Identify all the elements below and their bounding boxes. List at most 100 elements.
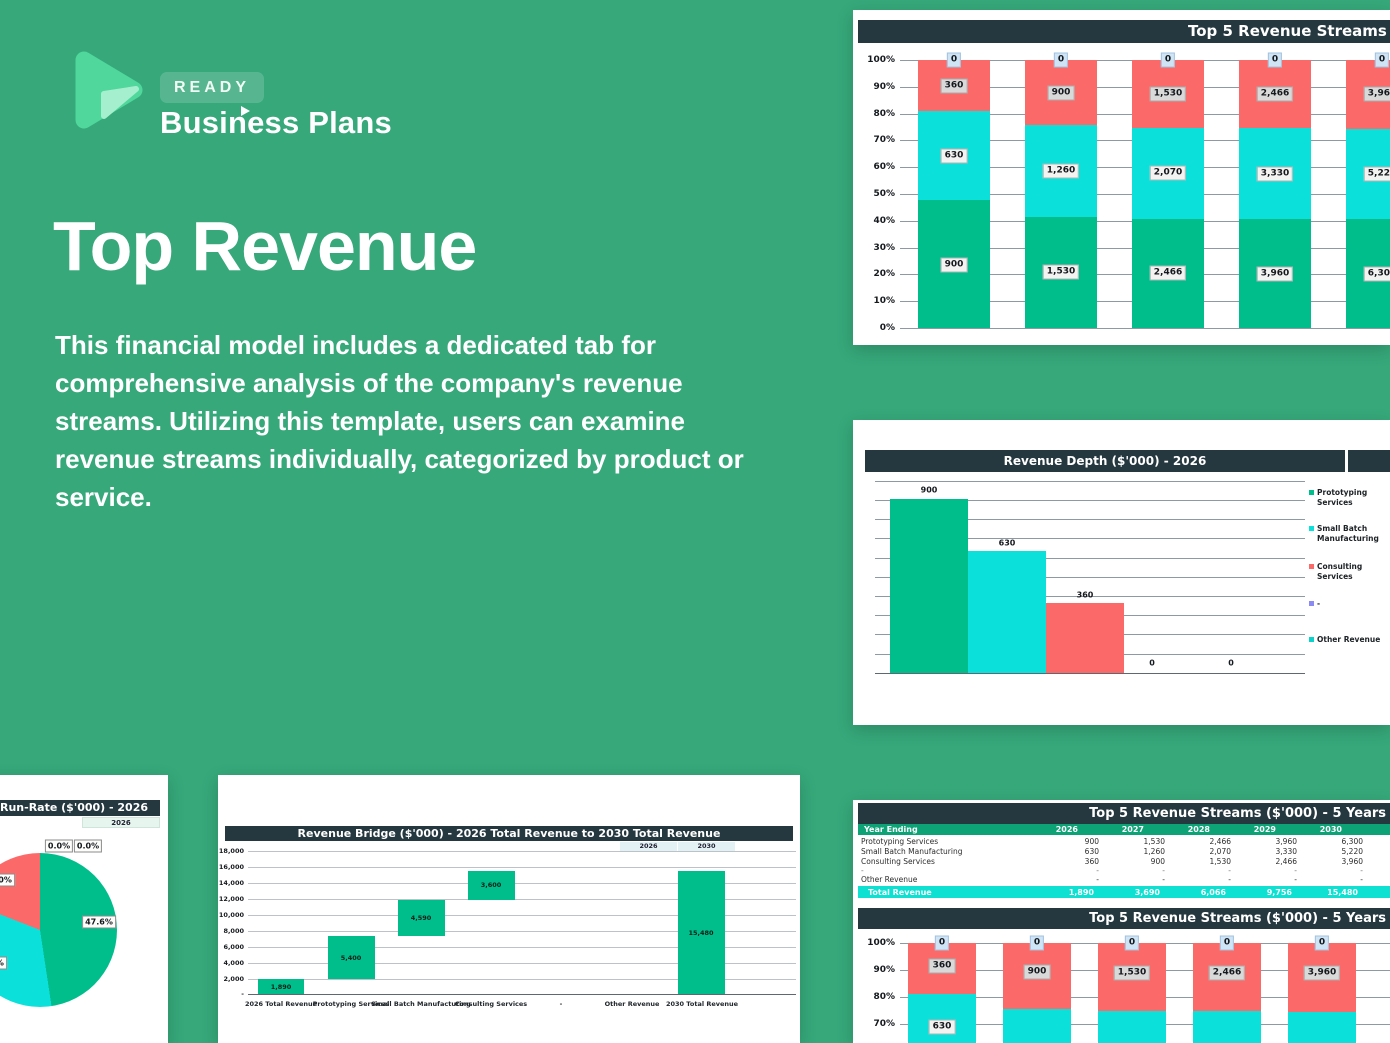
brand-badge-label: READY [174, 79, 251, 96]
cell-value: 3,690 [1134, 887, 1160, 897]
y-axis-tick: 30% [873, 243, 895, 253]
y-axis-tick: 0% [879, 323, 895, 333]
table-row: Other Revenue - - - - - [861, 874, 1390, 884]
waterfall-bar-consulting [468, 871, 515, 900]
cell-value: 3,960 [1275, 836, 1297, 846]
column-header: 2027 [1121, 825, 1144, 834]
data-label: 360 [940, 78, 968, 94]
y-axis-tick: 60% [873, 162, 895, 172]
cell-value: - [1162, 865, 1165, 875]
axis-baseline [875, 673, 1305, 674]
legend-item: Prototyping Services [1309, 488, 1390, 508]
bar-segment-smallbatch [908, 994, 976, 1043]
top5-table-card: Top 5 Revenue Streams ($'000) - 5 Years … [853, 800, 1390, 1043]
waterfall-bar-2030-total [678, 871, 725, 994]
data-label: 900 [1023, 964, 1051, 980]
pie-label: 0.0% [73, 839, 103, 853]
y-axis-tick: 12,000 [218, 895, 244, 903]
row-label: Prototyping Services [861, 836, 939, 846]
data-label: 3,330 [1256, 166, 1294, 182]
gridline [875, 577, 1305, 578]
data-label: 630 [928, 1019, 956, 1035]
y-axis-tick: 20% [873, 269, 895, 279]
data-label: 0 [1314, 935, 1330, 951]
data-label: 5,400 [340, 954, 362, 962]
chart-title: Run-Rate ($'000) - 2026 [0, 801, 149, 814]
data-label: 360 [928, 958, 956, 974]
cell-value: - [1096, 874, 1099, 884]
gridline [875, 596, 1305, 597]
bar-segment-smallbatch [1003, 1009, 1071, 1043]
year-cell: 2030 [678, 842, 735, 851]
data-label: 900 [1047, 85, 1075, 101]
cell-value: 2,466 [1209, 836, 1231, 846]
data-label: 1,890 [270, 983, 292, 991]
y-axis-tick: 14,000 [218, 879, 244, 887]
bar-segment-smallbatch [1193, 1011, 1261, 1043]
legend-swatch-green [1309, 490, 1314, 495]
legend-item: Consulting Services [1309, 562, 1390, 582]
table-row: - - - - - - [861, 865, 1390, 875]
y-axis-tick: 10% [873, 296, 895, 306]
cell-value: - [1228, 865, 1231, 875]
y-axis-tick: 10,000 [218, 911, 244, 919]
cell-value: 5,220 [1341, 846, 1363, 856]
legend-swatch-teal [1309, 637, 1314, 642]
chart-title-bar: Top 5 Revenue Streams ($'000) - 5 Years [858, 20, 1390, 43]
bar-consulting [1046, 603, 1124, 673]
data-label: 1,530 [1113, 965, 1151, 981]
legend-label: Other Revenue [1317, 635, 1381, 644]
y-axis-tick: 90% [873, 82, 895, 92]
gridline [248, 931, 796, 932]
gridline [875, 500, 1305, 501]
data-label: 900 [920, 485, 938, 495]
y-axis-tick: 4,000 [223, 959, 244, 967]
bar-segment-smallbatch [1288, 1012, 1356, 1043]
legend-item: - [1309, 599, 1390, 609]
y-axis-tick: 100% [867, 938, 895, 948]
column-header: 2029 [1253, 825, 1276, 834]
legend-item: Other Revenue [1309, 635, 1390, 645]
data-label: 5,220 [1363, 166, 1390, 182]
play-dot-icon [241, 106, 250, 116]
gridline [875, 519, 1305, 520]
x-axis-label: - [559, 1000, 563, 1008]
pie-label: 19.0% [0, 873, 15, 887]
cell-value: - [1294, 874, 1297, 884]
data-label: 6,300 [1363, 266, 1390, 282]
table-row: Prototyping Services 900 1,530 2,466 3,9… [861, 836, 1390, 846]
revenue-depth-chart-card: Revenue Depth ($'000) - 2026 900 630 360… [853, 420, 1390, 725]
cell-value: 1,890 [1068, 887, 1094, 897]
data-label: 0 [934, 935, 950, 951]
year-cell: 2026 [620, 842, 677, 851]
chart-title-bar: Top 5 Revenue Streams ($'000) - 5 Years [858, 908, 1390, 929]
data-label: 0 [1160, 52, 1176, 68]
cell-value: 1,530 [1143, 836, 1165, 846]
year-label: 2026 [111, 819, 131, 827]
cell-value: 3,330 [1275, 846, 1297, 856]
data-label: 0 [1374, 52, 1390, 68]
x-axis-label: Small Batch Manufacturing [371, 1000, 471, 1008]
data-label: 0 [1053, 52, 1069, 68]
column-header: 2030 [1319, 825, 1342, 834]
data-label: 0 [1219, 935, 1235, 951]
data-label: 0 [1228, 658, 1234, 668]
cell-value: - [1360, 865, 1363, 875]
pie-label: 33.3% [0, 956, 7, 970]
chart-title-bar: Revenue Bridge ($'000) - 2026 Total Reve… [225, 826, 793, 841]
legend-label: Small Batch Manufacturing [1317, 524, 1379, 543]
data-label: 0 [1029, 935, 1045, 951]
top5-stacked-chart-card: Top 5 Revenue Streams ($'000) - 5 Years … [853, 10, 1390, 345]
data-label: 0 [946, 52, 962, 68]
chart-title: Revenue Depth ($'000) - 2026 [1003, 454, 1207, 468]
brand-logo: READY Business Plans [72, 48, 432, 158]
revenue-bridge-chart-card: Revenue Bridge ($'000) - 2026 Total Reve… [218, 775, 800, 1043]
bar-segment-smallbatch [1098, 1011, 1166, 1043]
gridline [875, 481, 1305, 482]
y-axis-tick: 8,000 [223, 927, 244, 935]
data-label: 3,600 [480, 881, 502, 889]
legend-item: Small Batch Manufacturing [1309, 524, 1390, 544]
legend-label: - [1317, 599, 1321, 608]
cell-value: 630 [1084, 846, 1099, 856]
legend-label: Consulting Services [1317, 562, 1363, 581]
